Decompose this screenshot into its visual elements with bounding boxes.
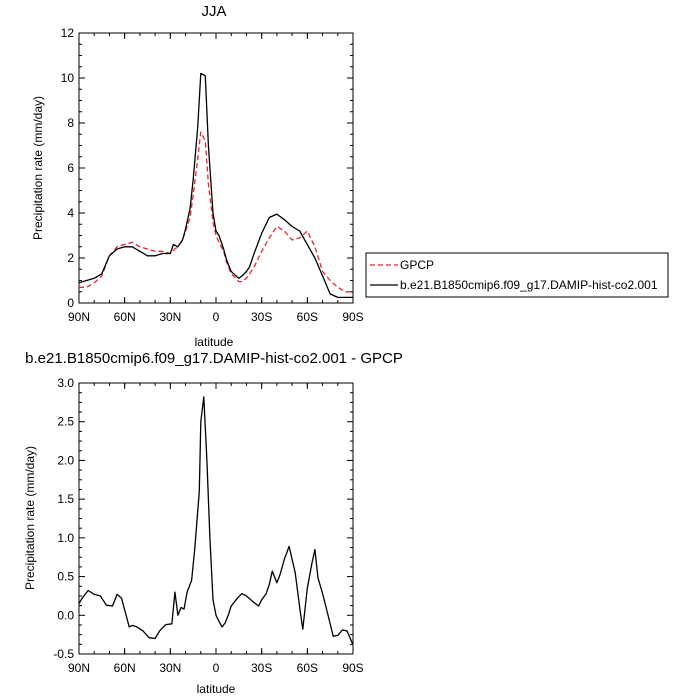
top-x-tick-label: 90N [68, 310, 90, 324]
top-y-tick-label: 0 [67, 296, 74, 310]
bottom-y-tick-label: 0.5 [57, 570, 74, 584]
bottom-plot-area: 90N 60N 30N 0 30S 60S 90S -0.5 0.0 0.5 1.0 1.5 2.0 2.… [53, 376, 363, 675]
top-x-tick-label: 90S [342, 310, 363, 324]
top-chart-title: JJA [201, 3, 226, 20]
bottom-panel: b.e21.B1850cmip6.f09_g17.DAMIP-hist-co2.… [23, 350, 403, 696]
bottom-y-tick-label: 1.0 [57, 531, 74, 545]
bottom-y-tick-label: 3.0 [57, 376, 74, 390]
bottom-x-tick-label: 0 [213, 661, 220, 675]
bottom-x-tick-label: 30N [159, 661, 181, 675]
top-y-tick-label: 6 [67, 161, 74, 175]
top-series-line-gpcp [79, 131, 353, 293]
legend-label-model: b.e21.B1850cmip6.f09_g17.DAMIP-hist-co2.… [400, 278, 658, 292]
bottom-x-tick-label: 90S [342, 661, 363, 675]
top-series-line-model [79, 72, 353, 299]
bottom-x-tick-label: 90N [68, 661, 90, 675]
bottom-y-tick-label: 2.0 [57, 453, 74, 467]
top-plot-area: 90N 60N 30N 0 30S 60S 90S 0 2 4 6 8 10 12 [61, 26, 364, 324]
legend: GPCP b.e21.B1850cmip6.f09_g17.DAMIP-hist… [365, 252, 669, 298]
top-x-axis-label: latitude [195, 335, 234, 349]
bottom-x-tick-label: 60N [114, 661, 136, 675]
bottom-chart-title: b.e21.B1850cmip6.f09_g17.DAMIP-hist-co2.… [25, 350, 403, 367]
top-y-tick-label: 2 [67, 251, 74, 265]
top-y-tick-label: 10 [61, 71, 75, 85]
bottom-y-tick-label: 1.5 [57, 492, 74, 506]
bottom-series-line-difference [79, 396, 353, 645]
bottom-x-tick-label: 60S [297, 661, 318, 675]
bottom-x-axis-label: latitude [197, 682, 236, 696]
top-panel: JJA 90N 60N 30N 0 30S 60S 90S 0 2 4 6 8 10 12 latitud… [31, 3, 669, 349]
top-x-tick-label: 60N [114, 310, 136, 324]
bottom-x-tick-label: 30S [251, 661, 272, 675]
top-x-tick-label: 0 [213, 310, 220, 324]
bottom-y-tick-label: -0.5 [53, 647, 74, 661]
top-x-tick-label: 30S [251, 310, 272, 324]
top-plot-frame [78, 32, 354, 304]
top-y-tick-label: 4 [67, 206, 74, 220]
top-y-tick-label: 8 [67, 116, 74, 130]
bottom-y-axis-label: Precipitation rate (mm/day) [23, 446, 37, 590]
bottom-y-tick-label: 2.5 [57, 415, 74, 429]
top-x-tick-label: 60S [297, 310, 318, 324]
top-y-axis-label: Precipitation rate (mm/day) [31, 96, 45, 240]
legend-label-gpcp: GPCP [400, 258, 434, 272]
bottom-y-tick-label: 0.0 [57, 608, 74, 622]
legend-box [365, 252, 669, 298]
top-x-tick-label: 30N [159, 310, 181, 324]
top-y-tick-label: 12 [61, 26, 75, 40]
